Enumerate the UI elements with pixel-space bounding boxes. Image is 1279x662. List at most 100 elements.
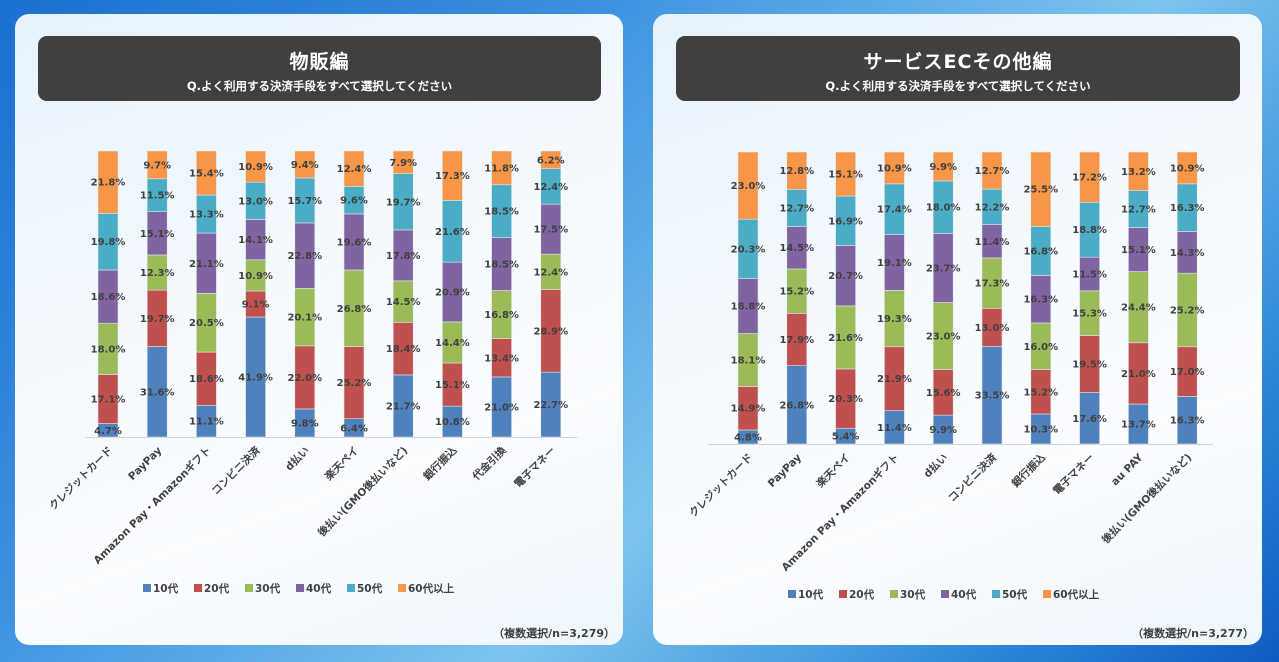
- data-label: 20.9%: [435, 288, 470, 299]
- legend: 10代 20代 30代 40代 50代 60代以上: [143, 582, 455, 595]
- legend-label: 40代: [306, 582, 332, 595]
- bar-segment: [245, 150, 266, 183]
- data-label: 17.5%: [533, 225, 568, 236]
- bar-segment: [294, 150, 316, 179]
- data-label: 21.0%: [1121, 369, 1156, 380]
- data-label: 11.5%: [140, 191, 175, 202]
- category-label: コンビニ決済: [945, 451, 999, 505]
- legend-label: 50代: [357, 582, 383, 595]
- data-label: 10.9%: [238, 271, 273, 282]
- data-label: 18.0%: [91, 344, 126, 355]
- legend-swatch: [788, 590, 796, 598]
- legend-swatch: [839, 590, 847, 598]
- data-label: 18.8%: [731, 302, 766, 313]
- data-label: 28.9%: [533, 326, 568, 337]
- category-label: クレジットカード: [687, 452, 755, 520]
- footnote: （複数選択/n=3,279）: [493, 627, 615, 640]
- data-label: 10.8%: [435, 417, 470, 428]
- bar-segment: [442, 150, 463, 201]
- data-label: 12.7%: [975, 166, 1010, 177]
- data-label: 15.1%: [140, 229, 175, 240]
- data-label: 15.7%: [287, 196, 322, 207]
- data-label: 22.7%: [533, 400, 568, 411]
- data-label: 5.4%: [832, 432, 860, 443]
- data-label: 18.5%: [484, 207, 519, 218]
- data-label: 13.0%: [238, 196, 273, 207]
- category-label: d払い: [921, 451, 950, 480]
- data-label: 22.0%: [287, 373, 322, 384]
- data-label: 18.4%: [386, 344, 421, 355]
- data-label: 17.2%: [1072, 173, 1107, 184]
- data-label: 13.3%: [189, 210, 224, 221]
- bar-segment: [884, 151, 905, 185]
- category-label: au PAY: [1109, 451, 1146, 488]
- data-label: 9.9%: [929, 162, 957, 173]
- data-label: 13.2%: [1121, 167, 1156, 178]
- legend-swatch: [398, 584, 406, 592]
- data-label: 22.8%: [287, 251, 322, 262]
- data-label: 11.1%: [189, 417, 224, 428]
- category-label: PayPay: [126, 445, 164, 483]
- data-label: 17.8%: [386, 251, 421, 262]
- stacked-bar-chart-merchandise: 4.7% 17.1% 18.0% 18.6% 19.8% 21.8% クレジットカード 31.…: [47, 150, 577, 595]
- data-label: 23.7%: [926, 263, 961, 274]
- bar-segment: [491, 150, 512, 186]
- data-label: 19.3%: [877, 314, 912, 325]
- data-label: 21.0%: [484, 402, 519, 413]
- data-label: 14.5%: [386, 297, 421, 308]
- data-label: 12.7%: [779, 203, 814, 214]
- bar-segment: [343, 150, 365, 187]
- data-label: 18.8%: [1072, 225, 1107, 236]
- bar-segment: [981, 151, 1003, 190]
- data-label: 23.0%: [926, 332, 961, 343]
- data-label: 15.1%: [435, 380, 470, 391]
- data-label: 17.1%: [91, 395, 126, 406]
- bar-segment: [392, 150, 414, 174]
- category-label: PayPay: [766, 452, 804, 490]
- data-label: 33.5%: [975, 391, 1010, 402]
- data-label: 11.4%: [877, 423, 912, 434]
- data-label: 7.9%: [389, 158, 417, 169]
- data-label: 21.6%: [828, 333, 863, 344]
- category-label: コンビニ決済: [209, 444, 263, 498]
- data-label: 16.8%: [1023, 246, 1058, 257]
- data-label: 9.9%: [929, 425, 957, 436]
- chart-subtitle: Q.よく利用する決済手段をすべて選択してください: [825, 79, 1091, 93]
- stacked-bar-chart-service-ec: 4.8% 14.9% 18.1% 18.8% 20.3% 23.0% クレジットカード 26.…: [687, 151, 1213, 601]
- category-label: 楽天ペイ: [813, 451, 853, 491]
- data-label: 23.0%: [731, 181, 766, 192]
- legend-swatch: [941, 590, 949, 598]
- data-label: 17.0%: [1170, 367, 1205, 378]
- data-label: 15.6%: [926, 388, 961, 399]
- data-label: 18.6%: [189, 374, 224, 385]
- category-label: 銀行振込: [421, 444, 460, 483]
- data-label: 18.5%: [484, 260, 519, 271]
- data-label: 15.4%: [189, 169, 224, 180]
- data-label: 14.9%: [731, 404, 766, 415]
- data-label: 10.9%: [877, 163, 912, 174]
- category-label: 電子マネー: [512, 445, 558, 491]
- bar-segment: [1079, 151, 1100, 203]
- legend-swatch: [1043, 590, 1051, 598]
- data-label: 15.1%: [1121, 245, 1156, 256]
- chart-title: 物販編: [289, 51, 350, 73]
- panel-merchandise: 物販編 Q.よく利用する決済手段をすべて選択してください 4.7% 17.1% 18…: [15, 14, 623, 645]
- data-label: 15.3%: [1072, 309, 1107, 320]
- legend: 10代 20代 30代 40代 50代 60代以上: [788, 588, 1100, 601]
- data-label: 26.8%: [779, 400, 814, 411]
- bar-segment: [97, 150, 119, 214]
- data-label: 6.2%: [537, 155, 565, 166]
- legend-label: 50代: [1002, 588, 1028, 601]
- data-label: 14.3%: [1170, 248, 1205, 259]
- data-label: 17.9%: [779, 335, 814, 346]
- data-label: 4.8%: [734, 432, 762, 443]
- category-label: 楽天ペイ: [322, 444, 362, 484]
- data-label: 9.8%: [291, 418, 319, 429]
- data-label: 13.4%: [484, 353, 519, 364]
- data-label: 17.3%: [435, 171, 470, 182]
- chart-header: サービスECその他編 Q.よく利用する決済手段をすべて選択してください: [676, 36, 1240, 101]
- legend-label: 10代: [153, 582, 179, 595]
- data-label: 11.4%: [975, 237, 1010, 248]
- data-label: 13.0%: [975, 323, 1010, 334]
- chart-title: サービスECその他編: [863, 51, 1053, 73]
